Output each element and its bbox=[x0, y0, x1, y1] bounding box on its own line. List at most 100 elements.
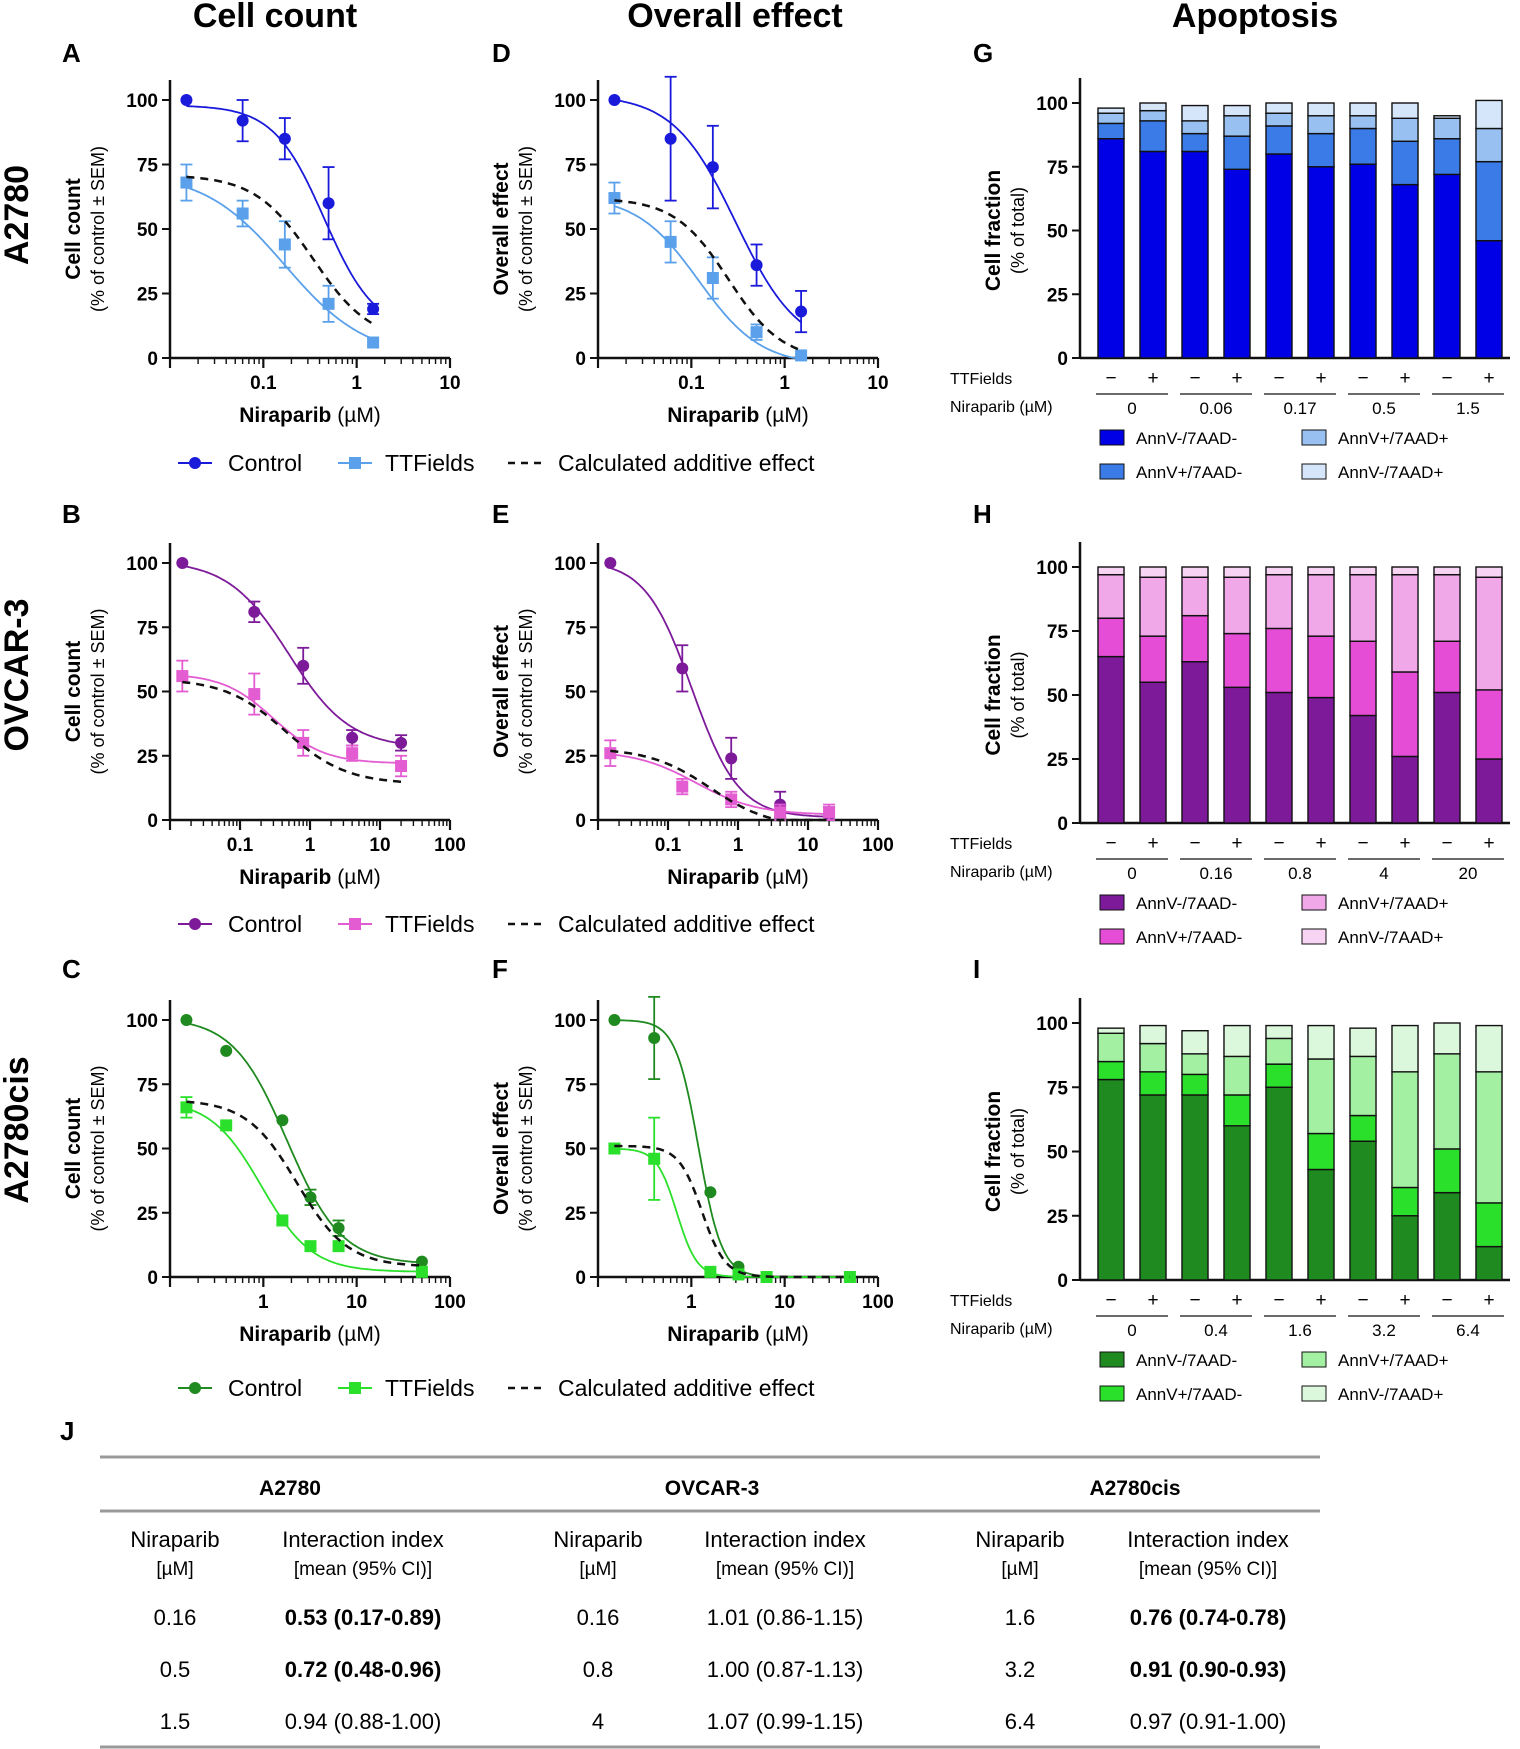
group-label: 0 bbox=[1127, 399, 1136, 418]
bar-chart-G: 0 25 50 75 100 Cell fraction (% of total) − + − + −… bbox=[950, 78, 1510, 482]
stacked-bar-segment bbox=[1139, 120, 1167, 153]
y-axis-label: Cell count bbox=[62, 641, 85, 743]
y-tick-label: 50 bbox=[137, 220, 158, 241]
table-index-cell: 0.76 (0.74-0.78) bbox=[1130, 1605, 1287, 1630]
y-axis-sublabel: (% of total) bbox=[1008, 187, 1028, 274]
legend-label: TTFields bbox=[385, 450, 474, 476]
series-calculated-additive-effect bbox=[610, 749, 830, 822]
stacked-bar-segment bbox=[1391, 183, 1419, 359]
data-point bbox=[664, 235, 677, 248]
series-control bbox=[604, 557, 836, 821]
ttfields-sign: − bbox=[1189, 1290, 1200, 1311]
y-axis-sublabel: (% of control ± SEM) bbox=[88, 1066, 108, 1232]
y-tick-label: 50 bbox=[137, 1140, 158, 1161]
line-chart-E: 0 25 50 75 100 0.1 1 10 100 Niraparib (µM) Overall… bbox=[490, 543, 894, 889]
data-point bbox=[648, 1031, 661, 1044]
legend-label: AnnV+/7AAD+ bbox=[1338, 894, 1449, 913]
table-col-header: Niraparib bbox=[130, 1527, 219, 1552]
y-tick-label: 25 bbox=[565, 747, 587, 768]
legend-label: AnnV+/7AAD- bbox=[1136, 463, 1242, 482]
series-control bbox=[608, 75, 808, 334]
y-axis-label: Overall effect bbox=[490, 625, 513, 758]
y-tick-label: 0 bbox=[575, 811, 586, 832]
additive-curve bbox=[182, 680, 402, 783]
legend-label: Calculated additive effect bbox=[558, 450, 815, 476]
stacked-bar-segment bbox=[1223, 566, 1251, 578]
group-label: 0.17 bbox=[1283, 399, 1316, 418]
stacked-bar-segment bbox=[1433, 573, 1461, 642]
legend-label: AnnV+/7AAD- bbox=[1136, 928, 1242, 947]
fit-curve bbox=[614, 205, 802, 359]
legend-swatch bbox=[1099, 1385, 1125, 1402]
legend-label: AnnV-/7AAD- bbox=[1136, 894, 1237, 913]
x-axis-label: Niraparib (µM) bbox=[239, 404, 381, 427]
data-point bbox=[648, 1152, 661, 1165]
data-point bbox=[750, 326, 763, 339]
legend-label: TTFields bbox=[385, 1375, 474, 1401]
y-axis-label: Cell count bbox=[62, 1098, 85, 1200]
additive-curve bbox=[614, 1144, 850, 1279]
y-tick-label: 50 bbox=[1047, 686, 1068, 707]
y-tick-label: 25 bbox=[565, 285, 587, 306]
y-axis-label: Overall effect bbox=[490, 162, 513, 295]
data-point bbox=[843, 1271, 856, 1283]
stacked-bar-segment bbox=[1433, 691, 1461, 824]
y-tick-label: 25 bbox=[137, 1204, 159, 1225]
legend-label: Control bbox=[228, 911, 302, 937]
y-tick-label: 100 bbox=[1036, 1014, 1068, 1035]
data-point bbox=[297, 659, 310, 672]
y-tick-label: 100 bbox=[554, 91, 586, 112]
ttfields-sign: + bbox=[1147, 833, 1158, 854]
stacked-bar-segment bbox=[1223, 115, 1251, 137]
ttfields-sign: + bbox=[1315, 368, 1326, 389]
y-axis-label: Cell fraction bbox=[982, 170, 1005, 291]
data-point bbox=[608, 94, 621, 106]
ttfields-sign: + bbox=[1147, 368, 1158, 389]
bar-chart-I: 0 25 50 75 100 Cell fraction (% of total) − + − + −… bbox=[950, 998, 1510, 1404]
legend-label: AnnV-/7AAD+ bbox=[1338, 463, 1443, 482]
stacked-bar-segment bbox=[1097, 573, 1125, 619]
stacked-bar-segment bbox=[1181, 150, 1209, 359]
stacked-bar-segment bbox=[1475, 1071, 1503, 1204]
series-ttfields bbox=[180, 1096, 428, 1278]
ttfields-sign: + bbox=[1483, 368, 1494, 389]
stacked-bar-segment bbox=[1139, 1071, 1167, 1096]
x-tick-label: 1 bbox=[258, 1292, 269, 1313]
stacked-bar-segment bbox=[1265, 112, 1293, 127]
y-tick-label: 25 bbox=[1047, 285, 1069, 306]
legend-label: TTFields bbox=[385, 911, 474, 937]
x-axis-label: Niraparib (µM) bbox=[239, 1323, 381, 1346]
data-point bbox=[332, 1222, 345, 1235]
x-tick-label: 1 bbox=[733, 835, 744, 856]
stacked-bar-segment bbox=[1391, 1215, 1419, 1281]
y-axis-label: Cell count bbox=[62, 178, 85, 280]
legend-swatch bbox=[1099, 1351, 1125, 1368]
series-ttfields bbox=[604, 739, 836, 821]
y-tick-label: 25 bbox=[137, 285, 159, 306]
stacked-bar-segment bbox=[1097, 617, 1125, 658]
ttfields-sign: + bbox=[1315, 1290, 1326, 1311]
stacked-bar-segment bbox=[1433, 115, 1461, 119]
table-dose-cell: 0.8 bbox=[583, 1657, 614, 1682]
line-chart-F: 0 25 50 75 100 1 10 100 Niraparib (µM) Overall ef… bbox=[490, 995, 894, 1346]
x-tick-label: 10 bbox=[774, 1292, 795, 1313]
ttfields-sign: − bbox=[1441, 368, 1452, 389]
group-label: 0.16 bbox=[1199, 864, 1232, 883]
ttfields-sign: − bbox=[1357, 1290, 1368, 1311]
series-control bbox=[176, 557, 408, 752]
table-col-unit: [µM] bbox=[156, 1559, 193, 1580]
stacked-bar-segment bbox=[1349, 102, 1377, 117]
stacked-bar-segment bbox=[1349, 714, 1377, 824]
stacked-bar-segment bbox=[1181, 132, 1209, 153]
legend-label: AnnV+/7AAD- bbox=[1136, 1385, 1242, 1404]
stacked-bar-segment bbox=[1433, 1022, 1461, 1055]
data-point bbox=[236, 207, 249, 220]
data-point bbox=[346, 731, 359, 744]
stacked-bar-segment bbox=[1475, 1245, 1503, 1281]
panel-letter-C: C bbox=[62, 954, 81, 984]
stacked-bar-segment bbox=[1265, 573, 1293, 630]
stacked-bar-segment bbox=[1139, 102, 1167, 112]
stacked-bar-segment bbox=[1265, 627, 1293, 694]
x-tick-label: 10 bbox=[867, 373, 888, 394]
group-label: 20 bbox=[1459, 864, 1478, 883]
